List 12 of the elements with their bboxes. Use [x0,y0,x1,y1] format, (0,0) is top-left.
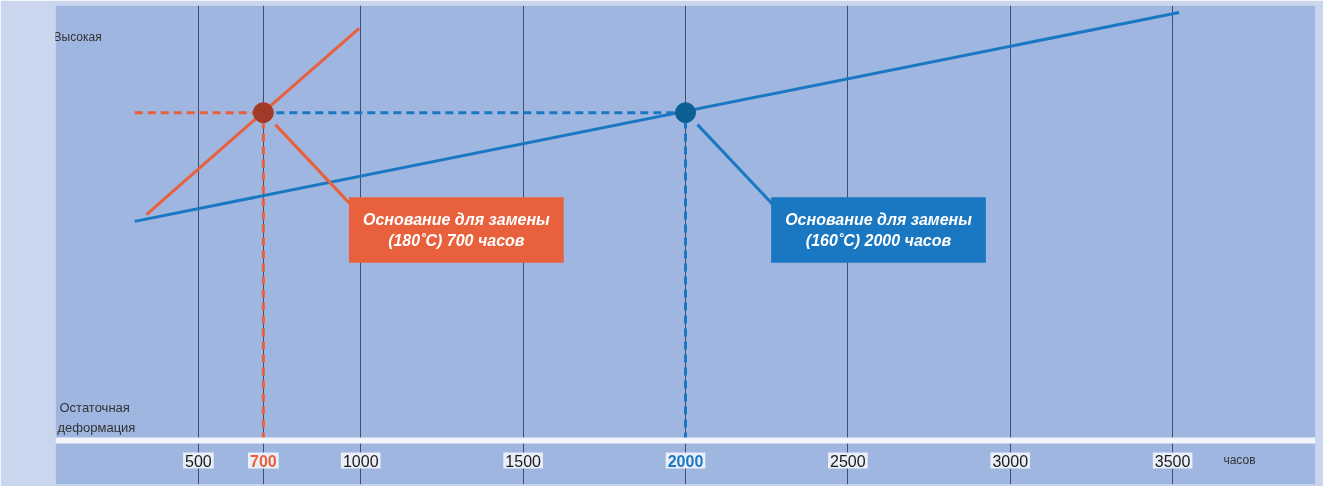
x-tick-label: 500 [185,452,212,470]
x-tick-label: 3500 [1154,452,1191,470]
x-tick-label: 2000 [667,452,704,470]
x-tick-label: 2500 [830,452,866,470]
x-tick-label: 700 [249,452,277,470]
x-tick-label: 1500 [505,452,542,470]
x-axis-title: часов [1223,452,1256,467]
annotation: Основание для замены (180˚C) 700 часов [362,211,551,249]
y-axis-title: Остаточная деформация [57,399,136,435]
x-tick-label: 1000 [342,452,379,470]
x-tick-label: 3000 [992,452,1029,470]
annotation: Основание для замены (160˚C) 2000 часов [785,211,973,249]
